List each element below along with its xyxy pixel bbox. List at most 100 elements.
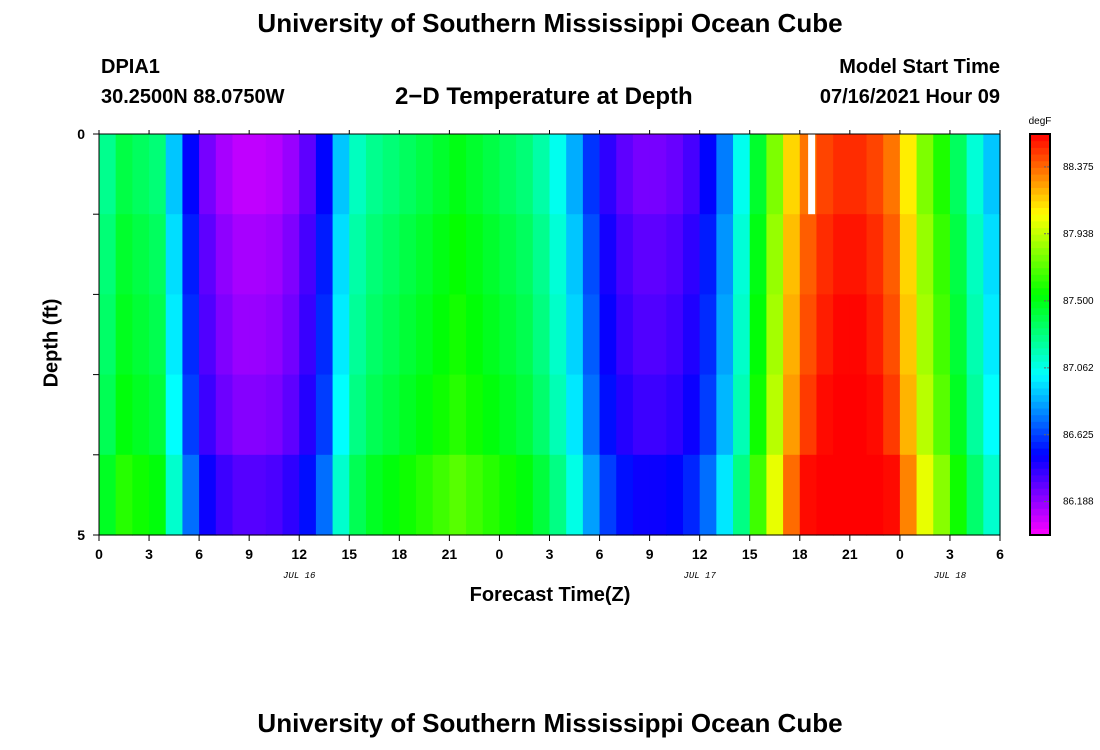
heatmap-cell: [799, 294, 818, 376]
heatmap-cell: [582, 374, 601, 456]
colorbar-segment: [1030, 354, 1050, 362]
station-id: DPIA1: [101, 56, 160, 78]
heatmap-cell: [199, 134, 217, 215]
colorbar-segment: [1030, 474, 1050, 483]
heatmap-cell: [432, 294, 450, 376]
heatmap-cell: [99, 374, 117, 456]
heatmap-cell: [382, 454, 400, 536]
footer-title: University of Southern Mississippi Ocean…: [257, 708, 843, 738]
heatmap-cell: [199, 294, 217, 376]
heatmap-cell: [749, 454, 768, 536]
heatmap-cell: [115, 454, 133, 536]
heatmap-cell: [933, 134, 951, 215]
heatmap-cell: [833, 374, 851, 456]
heatmap-cell: [799, 454, 818, 536]
heatmap-cell: [749, 294, 768, 376]
colorbar-segment: [1030, 147, 1050, 155]
heatmap-cell: [466, 294, 484, 376]
colorbar-segment: [1030, 381, 1050, 389]
heatmap-cell: [983, 134, 1001, 215]
heatmap-cell: [432, 374, 450, 456]
x-tick-label: 15: [742, 546, 758, 562]
heatmap-cell: [666, 294, 684, 376]
heatmap-cell: [132, 134, 150, 215]
x-tick-label: 21: [442, 546, 458, 562]
heatmap-cell: [399, 454, 417, 536]
heatmap-cell: [499, 374, 517, 456]
heatmap-cell: [99, 454, 117, 536]
heatmap-cell: [365, 294, 384, 376]
heatmap-cell: [549, 374, 567, 456]
x-tick-label: 0: [95, 546, 103, 562]
heatmap-cell: [349, 454, 367, 536]
heatmap-cell: [549, 454, 567, 536]
colorbar-segment: [1030, 154, 1050, 162]
heatmap-cell: [616, 134, 634, 215]
heatmap-cell: [966, 214, 984, 295]
x-tick-label: 18: [792, 546, 808, 562]
heatmap-cell: [682, 214, 701, 295]
heatmap-cell: [966, 294, 984, 376]
colorbar-tick-label: 87.500: [1063, 296, 1094, 307]
x-tick-label: 0: [896, 546, 904, 562]
colorbar-segment: [1030, 374, 1050, 382]
heatmap-cell: [666, 134, 684, 215]
heatmap-cell: [699, 374, 717, 456]
heatmap-cell: [132, 374, 150, 456]
x-tick-label: 0: [496, 546, 504, 562]
heatmap-cell: [382, 214, 400, 295]
heatmap-cell: [566, 374, 584, 456]
x-tick-label: 9: [646, 546, 654, 562]
x-tick-label: 15: [341, 546, 357, 562]
heatmap-cell: [215, 374, 234, 456]
colorbar-unit-label: degF: [1029, 116, 1052, 127]
heatmap-cell: [899, 214, 918, 295]
colorbar-segment: [1030, 528, 1050, 536]
heatmap-cell: [816, 454, 834, 536]
heatmap-cell: [249, 214, 267, 295]
heatmap-cell: [532, 214, 551, 295]
heatmap-cell: [315, 374, 334, 456]
heatmap-cell: [466, 454, 484, 536]
heatmap-cell: [416, 214, 434, 295]
colorbar-tick-label: 86.188: [1063, 497, 1094, 508]
heatmap-cell: [916, 454, 934, 536]
heatmap-cell: [332, 134, 350, 215]
heatmap-cell: [449, 454, 467, 536]
heatmap-cell: [532, 374, 551, 456]
colorbar-segment: [1030, 401, 1050, 409]
colorbar-segment: [1030, 367, 1050, 376]
heatmap-cell: [949, 294, 968, 376]
heatmap-cell: [733, 134, 751, 215]
heatmap-cell: [666, 214, 684, 295]
heatmap-cell: [599, 294, 617, 376]
heatmap-cell: [799, 374, 818, 456]
colorbar-segment: [1030, 281, 1050, 289]
colorbar-segment: [1030, 180, 1050, 188]
heatmap-cell: [182, 134, 200, 215]
heatmap-cell: [616, 294, 634, 376]
heatmap-cells: [99, 134, 1001, 536]
heatmap-cell: [949, 134, 968, 215]
heatmap-cell: [299, 374, 317, 456]
heatmap-cell: [215, 134, 234, 215]
colorbar-segment: [1030, 521, 1050, 529]
heatmap-cell: [816, 374, 834, 456]
colorbar-segment: [1030, 187, 1050, 195]
x-tick-label: 12: [692, 546, 708, 562]
colorbar-tick-label: 88.375: [1063, 162, 1094, 173]
date-label: JUL 17: [683, 571, 716, 581]
heatmap-cell: [315, 134, 334, 215]
heatmap-cell: [849, 454, 868, 536]
heatmap-cell: [282, 214, 300, 295]
heatmap-cell: [833, 454, 851, 536]
heatmap-cell: [699, 214, 717, 295]
heatmap-cell: [582, 454, 601, 536]
heatmap-cell: [766, 454, 784, 536]
heatmap-cell: [549, 134, 567, 215]
heatmap-cell: [883, 134, 901, 215]
colorbar-segment: [1030, 441, 1050, 449]
heatmap-cell: [365, 454, 384, 536]
heatmap-cell: [599, 454, 617, 536]
heatmap-cell: [983, 294, 1001, 376]
